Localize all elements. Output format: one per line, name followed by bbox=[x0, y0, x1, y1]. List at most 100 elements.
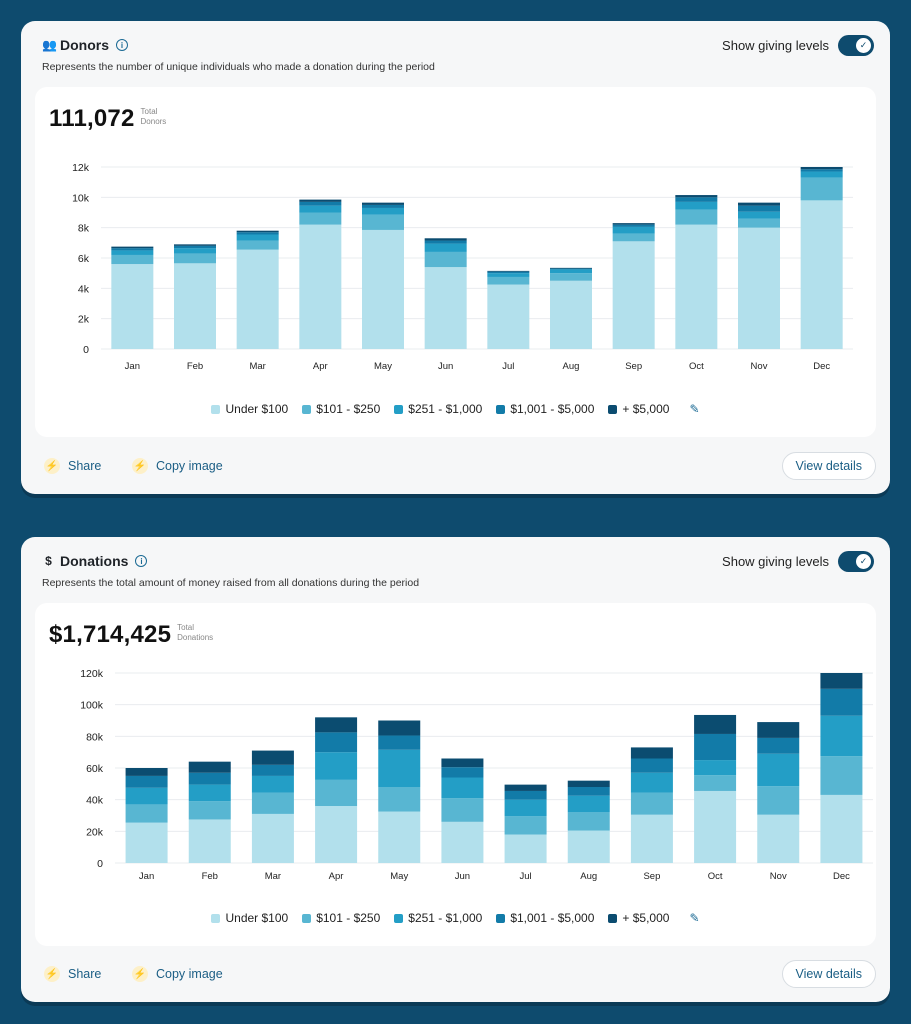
share-button[interactable]: ⚡ Share bbox=[44, 960, 101, 988]
copy-image-button[interactable]: ⚡ Copy image bbox=[132, 452, 223, 480]
bar-segment bbox=[236, 232, 279, 235]
legend-item[interactable]: $1,001 - $5,000 bbox=[496, 911, 594, 925]
bar-segment bbox=[694, 790, 737, 863]
bar-segment bbox=[188, 761, 231, 773]
bar-segment bbox=[567, 780, 610, 787]
y-tick-label: 40k bbox=[86, 795, 104, 807]
legend-item[interactable]: $101 - $250 bbox=[302, 911, 380, 925]
bar-segment bbox=[738, 227, 780, 349]
legend-item[interactable]: + $5,000 bbox=[608, 402, 669, 416]
legend-label: Under $100 bbox=[225, 911, 289, 925]
y-tick-label: 8k bbox=[78, 223, 90, 235]
info-icon[interactable]: i bbox=[135, 555, 148, 567]
giving-levels-toggle[interactable]: ✓ bbox=[838, 551, 874, 572]
edit-icon[interactable]: ✎ bbox=[689, 911, 700, 925]
giving-levels-toggle[interactable]: ✓ bbox=[838, 35, 874, 56]
legend-item[interactable]: Under $100 bbox=[211, 911, 288, 925]
bar-segment bbox=[125, 775, 168, 788]
bar-segment bbox=[174, 253, 216, 264]
legend-swatch bbox=[211, 913, 221, 923]
x-tick-label: Sep bbox=[643, 871, 660, 882]
bar-segment bbox=[800, 169, 843, 172]
bar-segment bbox=[424, 238, 467, 241]
x-tick-label: May bbox=[390, 871, 408, 882]
bar-segment bbox=[111, 264, 154, 349]
y-tick-label: 12k bbox=[72, 162, 90, 174]
bar-segment bbox=[630, 792, 673, 815]
legend-item[interactable]: $251 - $1,000 bbox=[394, 911, 482, 925]
giving-levels-toggle-group: Show giving levels ✓ bbox=[722, 551, 874, 572]
view-details-button[interactable]: View details bbox=[781, 452, 876, 480]
legend-label: $101 - $250 bbox=[316, 911, 381, 925]
legend-swatch bbox=[608, 913, 618, 923]
legend-item[interactable]: + $5,000 bbox=[608, 911, 669, 925]
bar-segment bbox=[378, 720, 421, 736]
x-tick-label: Dec bbox=[833, 871, 850, 882]
bar-segment bbox=[251, 750, 294, 765]
bar-segment bbox=[757, 753, 800, 787]
x-tick-label: May bbox=[374, 361, 392, 372]
lightning-icon: ⚡ bbox=[132, 458, 148, 474]
bar-segment bbox=[236, 230, 279, 233]
bar-segment bbox=[111, 250, 154, 255]
x-tick-label: Aug bbox=[563, 361, 580, 372]
bar-segment bbox=[125, 822, 168, 863]
share-label: Share bbox=[68, 967, 102, 981]
bar-segment bbox=[188, 801, 231, 820]
check-icon: ✓ bbox=[856, 38, 871, 53]
y-tick-label: 10k bbox=[72, 192, 90, 204]
copy-image-button[interactable]: ⚡ Copy image bbox=[132, 960, 223, 988]
x-tick-label: Jan bbox=[139, 871, 154, 882]
bar-segment bbox=[236, 234, 279, 241]
bar-segment bbox=[251, 775, 294, 793]
legend-swatch bbox=[496, 913, 506, 923]
bar-segment bbox=[504, 834, 547, 863]
x-tick-label: Aug bbox=[580, 871, 597, 882]
x-tick-label: Mar bbox=[265, 871, 281, 882]
y-tick-label: 20k bbox=[86, 826, 104, 838]
edit-icon[interactable]: ✎ bbox=[689, 402, 700, 416]
bar-segment bbox=[125, 787, 168, 805]
view-details-button[interactable]: View details bbox=[781, 960, 876, 988]
bar-segment bbox=[820, 794, 863, 863]
y-tick-label: 6k bbox=[78, 253, 90, 265]
share-button[interactable]: ⚡ Share bbox=[44, 452, 101, 480]
x-tick-label: Oct bbox=[689, 361, 704, 372]
bar-segment bbox=[567, 787, 610, 796]
chart-legend: Under $100 $101 - $250 $251 - $1,000 $1,001… bbox=[35, 911, 876, 925]
bar-segment bbox=[111, 254, 154, 265]
bar-segment bbox=[174, 245, 216, 249]
bar-segment bbox=[820, 715, 863, 757]
bar-segment bbox=[820, 673, 863, 689]
total-value: $1,714,425 bbox=[49, 621, 172, 648]
legend-label: + $5,000 bbox=[622, 402, 670, 416]
bar-segment bbox=[550, 273, 592, 281]
bar-segment bbox=[820, 756, 863, 795]
bar-segment bbox=[188, 819, 231, 863]
legend-item[interactable]: $1,001 - $5,000 bbox=[496, 402, 594, 416]
y-tick-label: 80k bbox=[86, 731, 104, 743]
bar-segment bbox=[174, 248, 216, 254]
bar-segment bbox=[441, 821, 484, 863]
giving-levels-toggle-group: Show giving levels ✓ bbox=[722, 35, 874, 56]
legend-item[interactable]: Under $100 bbox=[211, 402, 288, 416]
legend-swatch bbox=[302, 913, 312, 923]
bar-segment bbox=[504, 799, 547, 817]
bar-segment bbox=[315, 717, 358, 733]
bar-segment bbox=[487, 284, 530, 349]
legend-item[interactable]: $251 - $1,000 bbox=[394, 402, 482, 416]
x-tick-label: Dec bbox=[813, 361, 830, 372]
legend-item[interactable]: $101 - $250 bbox=[302, 402, 380, 416]
bar-segment bbox=[550, 269, 592, 274]
bar-segment bbox=[504, 790, 547, 800]
bar-segment bbox=[567, 795, 610, 813]
chart-panel: 111,072 Total Donors 0 2k 4k 6k 8k 10k 12k Jan F… bbox=[35, 87, 876, 437]
x-tick-label: Mar bbox=[249, 361, 265, 372]
legend-swatch bbox=[302, 404, 312, 414]
bar-segment bbox=[424, 240, 467, 244]
bar-segment bbox=[630, 772, 673, 793]
x-tick-label: Feb bbox=[187, 361, 203, 372]
people-icon: 👥 bbox=[42, 38, 57, 52]
info-icon[interactable]: i bbox=[116, 39, 128, 51]
bar-segment bbox=[111, 248, 154, 251]
